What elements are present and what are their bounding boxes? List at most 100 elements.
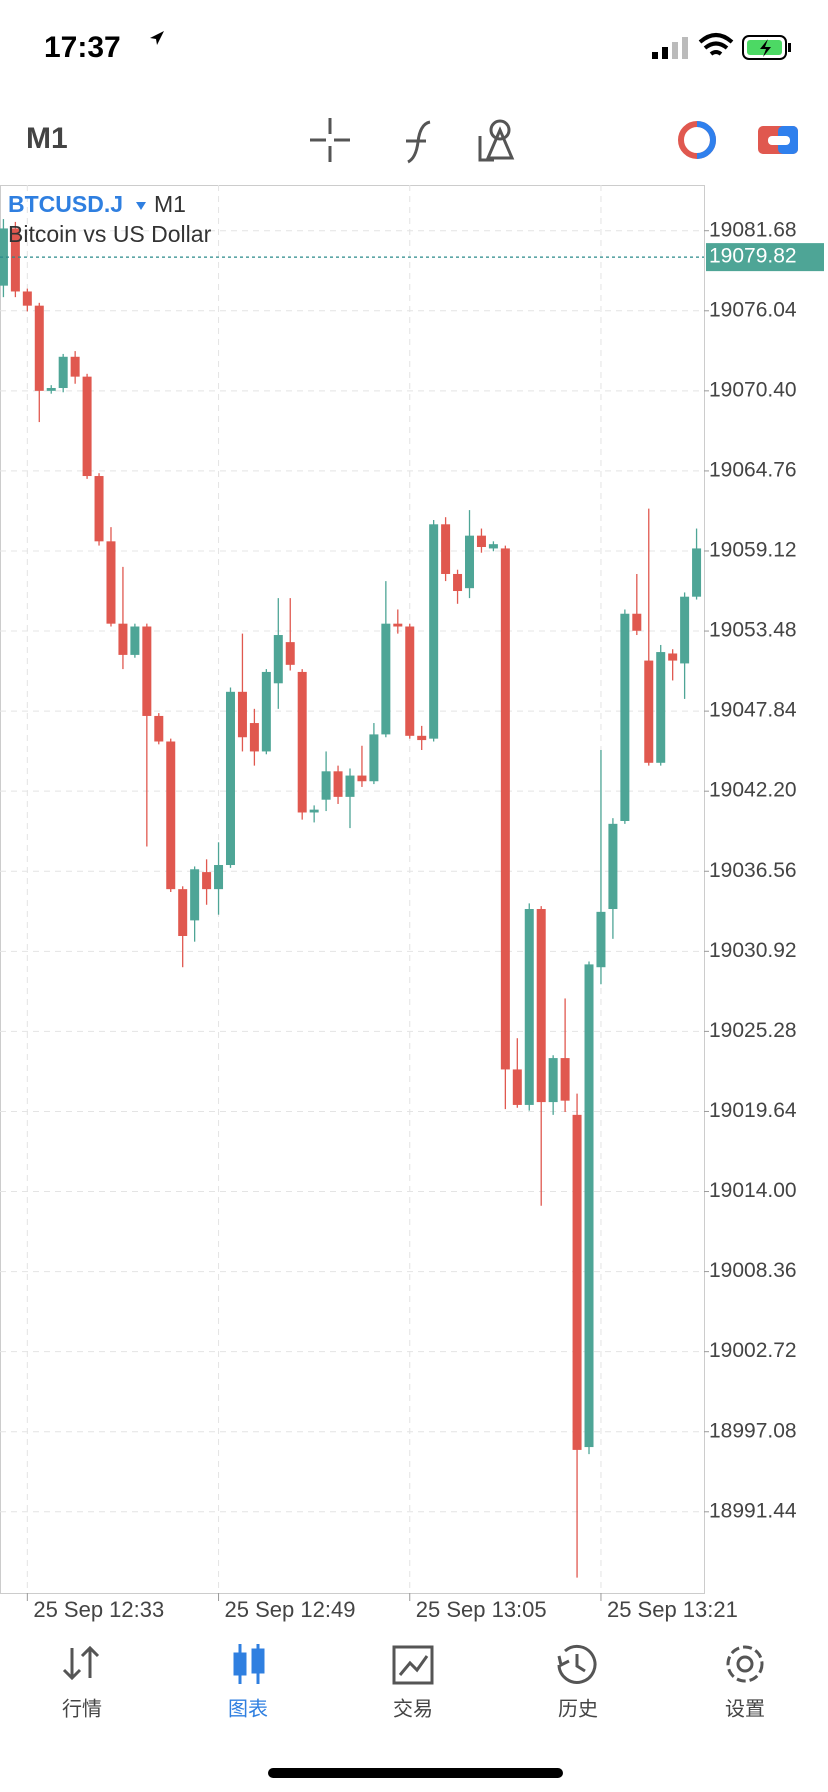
current-price-box	[706, 243, 824, 272]
candle-body	[22, 291, 32, 306]
current-price-label: 19079.82	[709, 245, 797, 268]
candle-body	[94, 476, 104, 542]
y-tick-label: 19008.36	[709, 1259, 797, 1282]
y-tick-label: 19002.72	[709, 1339, 797, 1362]
y-tick-label: 19019.64	[709, 1099, 797, 1122]
candle-body	[393, 623, 403, 627]
tab-label[interactable]: 交易	[393, 1697, 433, 1720]
candle-body	[369, 734, 379, 782]
battery-icon	[742, 35, 791, 60]
candle-body	[572, 1114, 582, 1450]
candle-body	[500, 548, 510, 1070]
candle-body	[417, 735, 427, 741]
candle-body	[70, 356, 80, 377]
candle-body	[536, 909, 546, 1103]
candle-body	[620, 613, 630, 821]
location-icon	[150, 31, 164, 45]
candle-body	[249, 723, 259, 752]
x-tick-label: 25 Sep 12:33	[33, 1597, 164, 1622]
y-tick-label: 19081.68	[709, 218, 797, 241]
candle-body	[166, 741, 176, 890]
crosshair-button[interactable]	[310, 118, 350, 162]
x-tick-label: 25 Sep 13:05	[416, 1597, 547, 1622]
candle-body	[10, 228, 20, 292]
y-tick-label: 19053.48	[709, 619, 797, 642]
candle-body	[154, 715, 164, 742]
candle-body	[608, 823, 618, 910]
chart-icon	[233, 1644, 265, 1684]
candle-body	[214, 865, 224, 890]
candle-body	[524, 909, 534, 1105]
candle-body	[58, 356, 68, 389]
candle-body	[82, 376, 92, 477]
y-tick-label: 19076.04	[709, 298, 797, 321]
candle-body	[333, 771, 343, 797]
home-indicator	[268, 1768, 563, 1778]
y-tick-label: 19064.76	[709, 458, 797, 481]
candle-body	[237, 691, 247, 738]
candle-body	[345, 775, 355, 797]
candle-body	[273, 635, 283, 684]
settings-icon	[726, 1645, 764, 1683]
y-tick-label: 18997.08	[709, 1419, 797, 1442]
candle-body	[488, 544, 498, 549]
candle-body	[465, 535, 475, 589]
tab-label[interactable]: 图表	[228, 1697, 268, 1720]
candle-body	[560, 1058, 570, 1101]
y-tick-label: 19059.12	[709, 539, 797, 562]
candle-body	[118, 623, 128, 655]
account-button[interactable]	[758, 126, 798, 154]
trade-button[interactable]	[678, 121, 716, 159]
candle-body	[130, 626, 140, 655]
candle-body	[381, 623, 391, 735]
candle-body	[261, 671, 271, 752]
candle-body	[512, 1069, 522, 1105]
candle-body	[680, 596, 690, 664]
candle-body	[297, 671, 307, 813]
candle-body	[632, 613, 642, 631]
candle-body	[476, 535, 486, 548]
candle-body	[142, 626, 152, 716]
symbol-dropdown[interactable]	[136, 202, 146, 210]
candle-body	[46, 388, 56, 391]
plot-frame	[0, 185, 705, 1594]
y-tick-label: 19036.56	[709, 859, 797, 882]
x-tick-label: 25 Sep 12:49	[225, 1597, 356, 1622]
tab-label[interactable]: 设置	[725, 1697, 765, 1720]
status-time: 17:37	[44, 31, 121, 64]
candle-body	[668, 653, 678, 661]
candle-body	[106, 541, 116, 624]
candle-body	[357, 775, 367, 782]
candle-body	[441, 524, 451, 574]
signal-icon	[652, 37, 688, 59]
indicators-button[interactable]	[406, 120, 431, 164]
chart: 19081.68 19076.04 19070.40 19064.76 19059.12…	[0, 185, 824, 1622]
y-tick-label: 19030.92	[709, 939, 797, 962]
chart-subtitle: Bitcoin vs US Dollar	[8, 221, 212, 247]
y-tick-label: 19070.40	[709, 378, 797, 401]
chart-timeframe: M1	[154, 191, 186, 217]
candle-body	[0, 228, 8, 286]
candle-body	[453, 573, 463, 592]
candle-body	[309, 809, 319, 813]
x-tick-label: 25 Sep 13:21	[607, 1597, 738, 1622]
candle-body	[656, 652, 666, 763]
candle-body	[429, 524, 439, 739]
tab-label[interactable]: 行情	[62, 1697, 102, 1720]
tab-label[interactable]: 历史	[558, 1697, 598, 1720]
candle-body	[584, 964, 594, 1448]
symbol[interactable]: BTCUSD.J	[8, 191, 123, 217]
y-tick-label: 19025.28	[709, 1019, 797, 1042]
candle-body	[321, 771, 331, 800]
history-icon	[557, 1644, 597, 1684]
candle-body	[692, 548, 702, 597]
candle-body	[225, 691, 235, 866]
objects-button[interactable]	[478, 119, 515, 162]
tab-bar: 行情 图表 交易 历史 设置	[62, 1644, 765, 1720]
timeframe-button[interactable]: M1	[26, 122, 68, 155]
candle-body	[548, 1058, 558, 1103]
candle-body	[644, 660, 654, 763]
trade-icon	[392, 1645, 434, 1685]
